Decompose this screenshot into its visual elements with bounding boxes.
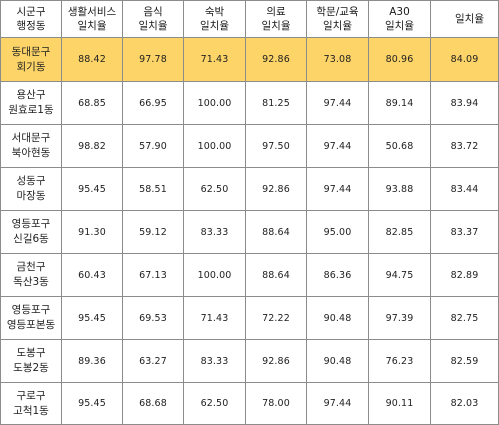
table-cell: 94.75	[369, 254, 431, 297]
table-cell: 50.68	[369, 125, 431, 168]
table-cell: 97.78	[123, 38, 184, 82]
table-cell: 86.36	[307, 254, 369, 297]
header-education: 학문/교육 일치율	[307, 0, 369, 38]
table-cell: 63.27	[123, 340, 184, 383]
table-cell-match-rate: 82.59	[431, 340, 499, 383]
table-cell: 97.39	[369, 297, 431, 340]
table-cell: 95.45	[62, 168, 123, 211]
table-cell: 60.43	[62, 254, 123, 297]
table-cell: 82.85	[369, 211, 431, 254]
table-cell: 88.42	[62, 38, 123, 82]
table-cell: 95.00	[307, 211, 369, 254]
table-cell: 88.64	[246, 211, 307, 254]
table-row-name: 서대문구 북아현동	[0, 125, 62, 168]
table-cell: 71.43	[184, 297, 246, 340]
table-cell: 80.96	[369, 38, 431, 82]
table-cell: 81.25	[246, 82, 307, 125]
header-food: 음식 일치율	[123, 0, 184, 38]
table-cell: 62.50	[184, 383, 246, 425]
table-cell: 92.86	[246, 168, 307, 211]
table-cell: 73.08	[307, 38, 369, 82]
table-row-name: 동대문구 회기동	[0, 38, 62, 82]
table-cell: 97.44	[307, 168, 369, 211]
header-medical: 의료 일치율	[246, 0, 307, 38]
header-lodging: 숙박 일치율	[184, 0, 246, 38]
table-cell: 92.86	[246, 340, 307, 383]
table-row-name: 구로구 고척1동	[0, 383, 62, 425]
table-cell-match-rate: 83.94	[431, 82, 499, 125]
table-cell: 89.36	[62, 340, 123, 383]
table-cell: 97.44	[307, 383, 369, 425]
table-cell-match-rate: 83.72	[431, 125, 499, 168]
table-cell: 100.00	[184, 254, 246, 297]
table-cell: 62.50	[184, 168, 246, 211]
table-cell: 98.82	[62, 125, 123, 168]
table-cell: 90.11	[369, 383, 431, 425]
table-cell: 59.12	[123, 211, 184, 254]
table-cell: 78.00	[246, 383, 307, 425]
table-cell: 83.33	[184, 340, 246, 383]
table-cell: 57.90	[123, 125, 184, 168]
table-cell: 95.45	[62, 383, 123, 425]
table-cell: 68.68	[123, 383, 184, 425]
table-row-name: 영등포구 영등포본동	[0, 297, 62, 340]
table-cell: 97.44	[307, 125, 369, 168]
header-district: 시군구 행정동	[0, 0, 62, 38]
table-cell: 91.30	[62, 211, 123, 254]
table-cell-match-rate: 83.44	[431, 168, 499, 211]
table-cell: 68.85	[62, 82, 123, 125]
table-row-name: 금천구 독산3동	[0, 254, 62, 297]
table-row-name: 도봉구 도봉2동	[0, 340, 62, 383]
header-living-service: 생활서비스 일치율	[62, 0, 123, 38]
table-cell-match-rate: 82.03	[431, 383, 499, 425]
table-cell: 100.00	[184, 82, 246, 125]
table-row-name: 영등포구 신길6동	[0, 211, 62, 254]
table-cell-match-rate: 82.89	[431, 254, 499, 297]
table-cell: 100.00	[184, 125, 246, 168]
table-cell: 95.45	[62, 297, 123, 340]
table-cell-match-rate: 84.09	[431, 38, 499, 82]
table-cell: 97.44	[307, 82, 369, 125]
table-cell: 90.48	[307, 340, 369, 383]
table-cell: 67.13	[123, 254, 184, 297]
table-cell-match-rate: 83.37	[431, 211, 499, 254]
table-cell: 89.14	[369, 82, 431, 125]
table-cell: 88.64	[246, 254, 307, 297]
table-cell: 69.53	[123, 297, 184, 340]
table-cell: 90.48	[307, 297, 369, 340]
table-cell: 93.88	[369, 168, 431, 211]
table-cell-match-rate: 82.75	[431, 297, 499, 340]
table-cell: 97.50	[246, 125, 307, 168]
table-cell: 58.51	[123, 168, 184, 211]
table-row-name: 용산구 원효로1동	[0, 82, 62, 125]
table-row-name: 성동구 마장동	[0, 168, 62, 211]
header-a30: A30 일치율	[369, 0, 431, 38]
table-cell: 92.86	[246, 38, 307, 82]
table-cell: 66.95	[123, 82, 184, 125]
table-cell: 71.43	[184, 38, 246, 82]
table-cell: 76.23	[369, 340, 431, 383]
table-cell: 83.33	[184, 211, 246, 254]
header-match-rate: 일치율	[431, 0, 499, 38]
table-cell: 72.22	[246, 297, 307, 340]
